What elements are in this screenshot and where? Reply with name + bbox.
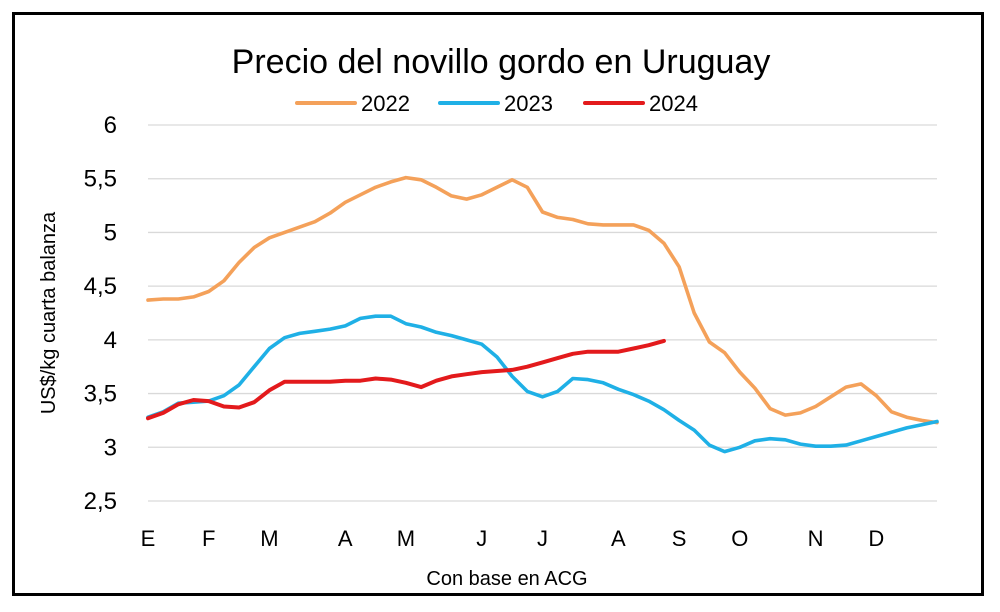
legend-label-2024: 2024 [649, 91, 698, 116]
line-chart: Precio del novillo gordo en Uruguay 2022… [38, 43, 939, 590]
y-axis-ticks: 2,5 3 3,5 4 4,5 5 5,5 6 [84, 112, 117, 515]
series-line-2022 [146, 175, 939, 425]
x-tick-label: A [338, 526, 353, 551]
y-tick-label: 2,5 [84, 488, 117, 515]
x-tick-label: F [202, 526, 215, 551]
series-lines [146, 175, 939, 454]
x-tick-label: S [672, 526, 687, 551]
chart-title: Precio del novillo gordo en Uruguay [232, 43, 771, 81]
chart-frame: Precio del novillo gordo en Uruguay 2022… [12, 12, 984, 596]
x-tick-label: D [868, 526, 884, 551]
y-tick-label: 6 [104, 112, 117, 139]
x-tick-label: A [611, 526, 626, 551]
legend: 2022 2023 2024 [295, 91, 698, 116]
x-tick-label: J [476, 526, 487, 551]
y-tick-label: 3,5 [84, 381, 117, 408]
y-axis-label: US$/kg cuarta balanza [38, 211, 60, 414]
legend-label-2023: 2023 [504, 91, 553, 116]
x-tick-label: E [141, 526, 156, 551]
series-line-2023 [146, 314, 939, 454]
y-tick-label: 4,5 [84, 273, 117, 300]
x-tick-label: N [808, 526, 824, 551]
x-tick-label: J [537, 526, 548, 551]
y-tick-label: 5 [104, 219, 117, 246]
x-axis-label: Con base en ACG [426, 568, 587, 590]
series-line-2024 [146, 338, 666, 421]
legend-label-2022: 2022 [361, 91, 410, 116]
y-tick-label: 5,5 [84, 166, 117, 193]
y-tick-label: 4 [104, 327, 117, 354]
x-tick-label: O [731, 526, 748, 551]
x-tick-label: M [260, 526, 278, 551]
y-tick-label: 3 [104, 434, 117, 461]
x-tick-label: M [397, 526, 415, 551]
